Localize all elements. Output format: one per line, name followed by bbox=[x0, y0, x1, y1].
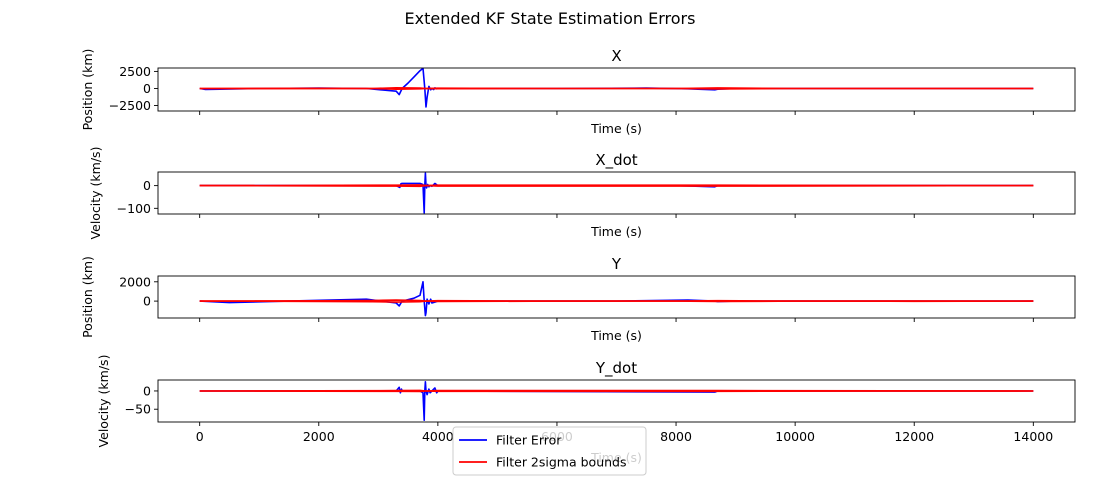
x-tick-label: 0 bbox=[196, 429, 204, 444]
subplot-title: X bbox=[611, 47, 621, 65]
subplot-4: Y_dot−5000200040006000800010000120001400… bbox=[96, 355, 1076, 465]
legend-label: Filter 2sigma bounds bbox=[496, 455, 627, 470]
x-tick-label: 4000 bbox=[422, 429, 454, 444]
series-group bbox=[199, 380, 1034, 422]
subplot-3: Y 0 2000 Time (s) Position (km) bbox=[80, 255, 1076, 343]
y-axis-label: Velocity (km/s) bbox=[88, 147, 103, 240]
y-axis-label: Velocity (km/s) bbox=[96, 355, 111, 448]
y-tick-label: 0 bbox=[143, 294, 151, 309]
x-axis-label: Time (s) bbox=[590, 224, 642, 239]
x-tick-label: 10000 bbox=[775, 429, 815, 444]
y-tick-label: 0 bbox=[143, 383, 151, 398]
subplot-1: X −2500 0 2500 Time (s) Position (km) bbox=[80, 47, 1076, 136]
x-tick-label: 8000 bbox=[660, 429, 692, 444]
y-tick-label: 0 bbox=[143, 178, 151, 193]
y-tick-label: 2000 bbox=[119, 274, 151, 289]
y-axis-label: Position (km) bbox=[80, 49, 95, 131]
series-line-filter-2sigma-bound-2 bbox=[199, 299, 1034, 302]
y-axis-label: Position (km) bbox=[80, 256, 95, 338]
x-tick-label: 12000 bbox=[894, 429, 934, 444]
series-line-filter-error bbox=[199, 172, 1034, 214]
y-tick-label: −2500 bbox=[109, 98, 151, 113]
legend: Filter Error Filter 2sigma bounds bbox=[452, 426, 647, 476]
x-axis-label: Time (s) bbox=[590, 121, 642, 136]
axes-frame bbox=[157, 171, 1076, 215]
subplot-title: Y_dot bbox=[595, 359, 637, 378]
series-group bbox=[199, 172, 1034, 214]
x-axis-label: Time (s) bbox=[590, 328, 642, 343]
y-tick-label: 2500 bbox=[119, 64, 151, 79]
axes-frame bbox=[157, 379, 1076, 423]
y-tick-label: −100 bbox=[117, 201, 151, 216]
axes-frame bbox=[157, 275, 1076, 319]
subplot-2: X_dot −100 0 Time (s) Velocity (km/s) bbox=[88, 147, 1076, 240]
x-tick-label: 2000 bbox=[303, 429, 335, 444]
y-tick-label: −50 bbox=[125, 402, 151, 417]
series-group bbox=[199, 68, 1034, 108]
series-line-filter-2sigma-bound-2 bbox=[199, 87, 1034, 90]
figure-suptitle: Extended KF State Estimation Errors bbox=[405, 9, 696, 28]
series-group bbox=[199, 280, 1034, 317]
legend-label: Filter Error bbox=[496, 433, 562, 448]
subplot-title: X_dot bbox=[595, 151, 637, 170]
legend-box bbox=[452, 426, 647, 476]
y-tick-label: 0 bbox=[143, 81, 151, 96]
subplot-title: Y bbox=[611, 255, 622, 273]
subplot-panels: X −2500 0 2500 Time (s) Position (km) X_dot −10… bbox=[80, 47, 1076, 465]
series-line-filter-2sigma-bound-2 bbox=[199, 389, 1034, 392]
x-tick-label: 14000 bbox=[1013, 429, 1053, 444]
series-line-filter-2sigma-bound-2 bbox=[199, 184, 1034, 187]
series-line-filter-error bbox=[199, 380, 1034, 422]
axes-frame bbox=[157, 67, 1076, 112]
series-line-filter-error bbox=[199, 280, 1034, 317]
